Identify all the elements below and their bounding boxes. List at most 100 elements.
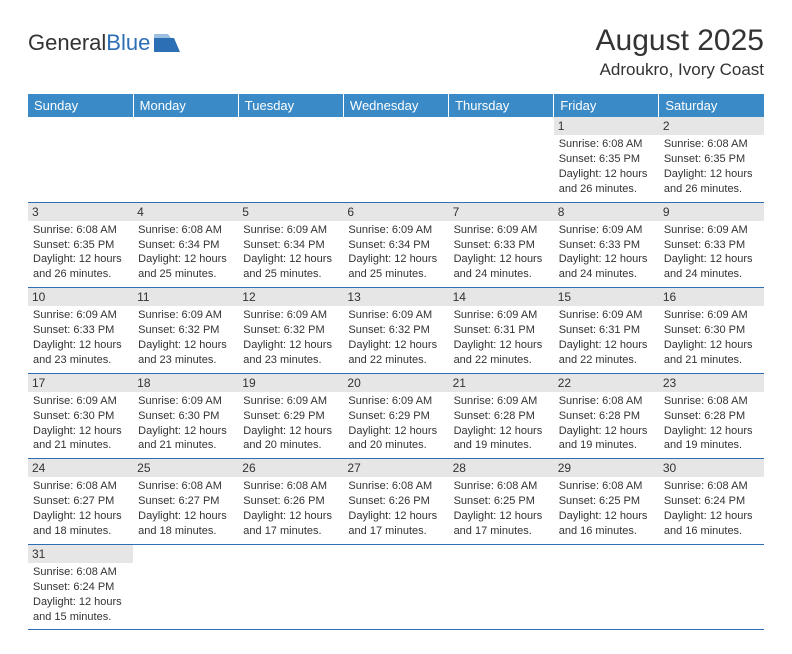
day-number: 10	[28, 288, 133, 306]
sunrise-text: Sunrise: 6:09 AM	[243, 223, 338, 238]
calendar-week-row: 31Sunrise: 6:08 AMSunset: 6:24 PMDayligh…	[28, 544, 764, 630]
sunrise-text: Sunrise: 6:08 AM	[664, 394, 759, 409]
day-number: 9	[659, 203, 764, 221]
sunrise-text: Sunrise: 6:08 AM	[348, 479, 443, 494]
calendar-day-cell: 5 Sunrise: 6:09 AMSunset: 6:34 PMDaylight…	[238, 202, 343, 288]
day-number: 14	[449, 288, 554, 306]
sunset-text: Sunset: 6:31 PM	[559, 323, 654, 338]
daylight-text: Daylight: 12 hours and 18 minutes.	[33, 509, 128, 539]
day-number: 13	[343, 288, 448, 306]
sunset-text: Sunset: 6:28 PM	[559, 409, 654, 424]
calendar-day-cell: 13Sunrise: 6:09 AMSunset: 6:32 PMDayligh…	[343, 288, 448, 374]
calendar-empty-cell	[133, 544, 238, 630]
sunrise-text: Sunrise: 6:08 AM	[138, 479, 233, 494]
day-number: 11	[133, 288, 238, 306]
daylight-text: Daylight: 12 hours and 20 minutes.	[348, 424, 443, 454]
day-number: 30	[659, 459, 764, 477]
sunset-text: Sunset: 6:30 PM	[138, 409, 233, 424]
sunrise-text: Sunrise: 6:09 AM	[559, 308, 654, 323]
sunrise-text: Sunrise: 6:08 AM	[33, 479, 128, 494]
sunset-text: Sunset: 6:34 PM	[243, 238, 338, 253]
day-number: 22	[554, 374, 659, 392]
daylight-text: Daylight: 12 hours and 21 minutes.	[33, 424, 128, 454]
day-number: 1	[554, 117, 659, 135]
sunset-text: Sunset: 6:28 PM	[454, 409, 549, 424]
calendar-day-cell: 26Sunrise: 6:08 AMSunset: 6:26 PMDayligh…	[238, 459, 343, 545]
calendar-day-cell: 7Sunrise: 6:09 AMSunset: 6:33 PMDaylight…	[449, 202, 554, 288]
calendar-week-row: 1Sunrise: 6:08 AMSunset: 6:35 PMDaylight…	[28, 117, 764, 202]
daylight-text: Daylight: 12 hours and 20 minutes.	[243, 424, 338, 454]
calendar-empty-cell	[554, 544, 659, 630]
calendar-empty-cell	[238, 117, 343, 202]
calendar-empty-cell	[238, 544, 343, 630]
daylight-text: Daylight: 12 hours and 22 minutes.	[454, 338, 549, 368]
calendar-day-cell: 9Sunrise: 6:09 AMSunset: 6:33 PMDaylight…	[659, 202, 764, 288]
calendar-day-cell: 25Sunrise: 6:08 AMSunset: 6:27 PMDayligh…	[133, 459, 238, 545]
daylight-text: Daylight: 12 hours and 24 minutes.	[559, 252, 654, 282]
daylight-text: Daylight: 12 hours and 25 minutes.	[138, 252, 233, 282]
sunset-text: Sunset: 6:32 PM	[138, 323, 233, 338]
daylight-text: Daylight: 12 hours and 17 minutes.	[454, 509, 549, 539]
daylight-text: Daylight: 12 hours and 25 minutes.	[348, 252, 443, 282]
sunset-text: Sunset: 6:33 PM	[664, 238, 759, 253]
sunrise-text: Sunrise: 6:08 AM	[33, 565, 128, 580]
calendar-day-cell: 28Sunrise: 6:08 AMSunset: 6:25 PMDayligh…	[449, 459, 554, 545]
daylight-text: Daylight: 12 hours and 26 minutes.	[559, 167, 654, 197]
calendar-week-row: 10Sunrise: 6:09 AMSunset: 6:33 PMDayligh…	[28, 288, 764, 374]
calendar-day-cell: 3Sunrise: 6:08 AMSunset: 6:35 PMDaylight…	[28, 202, 133, 288]
sunset-text: Sunset: 6:32 PM	[348, 323, 443, 338]
calendar-table: Sunday Monday Tuesday Wednesday Thursday…	[28, 94, 764, 630]
logo: GeneralBlue	[28, 30, 180, 56]
calendar-day-cell: 12Sunrise: 6:09 AMSunset: 6:32 PMDayligh…	[238, 288, 343, 374]
sunrise-text: Sunrise: 6:08 AM	[33, 223, 128, 238]
sunrise-text: Sunrise: 6:08 AM	[138, 223, 233, 238]
day-number: 27	[343, 459, 448, 477]
daylight-text: Daylight: 12 hours and 23 minutes.	[138, 338, 233, 368]
daylight-text: Daylight: 12 hours and 25 minutes.	[243, 252, 338, 282]
calendar-day-cell: 14Sunrise: 6:09 AMSunset: 6:31 PMDayligh…	[449, 288, 554, 374]
day-number: 5	[238, 203, 343, 221]
sunset-text: Sunset: 6:29 PM	[243, 409, 338, 424]
day-header: Thursday	[449, 94, 554, 117]
sunrise-text: Sunrise: 6:09 AM	[138, 394, 233, 409]
sunset-text: Sunset: 6:28 PM	[664, 409, 759, 424]
calendar-day-cell: 24Sunrise: 6:08 AMSunset: 6:27 PMDayligh…	[28, 459, 133, 545]
calendar-day-cell: 21Sunrise: 6:09 AMSunset: 6:28 PMDayligh…	[449, 373, 554, 459]
day-header: Wednesday	[343, 94, 448, 117]
sunrise-text: Sunrise: 6:09 AM	[454, 308, 549, 323]
daylight-text: Daylight: 12 hours and 22 minutes.	[348, 338, 443, 368]
daylight-text: Daylight: 12 hours and 26 minutes.	[664, 167, 759, 197]
day-number: 16	[659, 288, 764, 306]
page-header: GeneralBlue August 2025 Adroukro, Ivory …	[28, 24, 764, 80]
sunset-text: Sunset: 6:30 PM	[664, 323, 759, 338]
daylight-text: Daylight: 12 hours and 19 minutes.	[664, 424, 759, 454]
daylight-text: Daylight: 12 hours and 21 minutes.	[138, 424, 233, 454]
title-block: August 2025 Adroukro, Ivory Coast	[596, 24, 764, 80]
calendar-empty-cell	[28, 117, 133, 202]
sunset-text: Sunset: 6:24 PM	[33, 580, 128, 595]
sunset-text: Sunset: 6:25 PM	[559, 494, 654, 509]
daylight-text: Daylight: 12 hours and 23 minutes.	[33, 338, 128, 368]
calendar-empty-cell	[343, 117, 448, 202]
calendar-day-cell: 10Sunrise: 6:09 AMSunset: 6:33 PMDayligh…	[28, 288, 133, 374]
day-number: 12	[238, 288, 343, 306]
calendar-empty-cell	[449, 544, 554, 630]
calendar-day-cell: 31Sunrise: 6:08 AMSunset: 6:24 PMDayligh…	[28, 544, 133, 630]
logo-text-general: General	[28, 30, 106, 56]
sunset-text: Sunset: 6:32 PM	[243, 323, 338, 338]
calendar-day-cell: 23Sunrise: 6:08 AMSunset: 6:28 PMDayligh…	[659, 373, 764, 459]
calendar-day-cell: 8Sunrise: 6:09 AMSunset: 6:33 PMDaylight…	[554, 202, 659, 288]
calendar-empty-cell	[343, 544, 448, 630]
sunrise-text: Sunrise: 6:09 AM	[454, 394, 549, 409]
calendar-day-cell: 1Sunrise: 6:08 AMSunset: 6:35 PMDaylight…	[554, 117, 659, 202]
sunrise-text: Sunrise: 6:09 AM	[33, 308, 128, 323]
sunset-text: Sunset: 6:24 PM	[664, 494, 759, 509]
day-number: 25	[133, 459, 238, 477]
sunset-text: Sunset: 6:26 PM	[243, 494, 338, 509]
sunrise-text: Sunrise: 6:09 AM	[348, 223, 443, 238]
sunset-text: Sunset: 6:27 PM	[138, 494, 233, 509]
daylight-text: Daylight: 12 hours and 21 minutes.	[664, 338, 759, 368]
sunset-text: Sunset: 6:25 PM	[454, 494, 549, 509]
day-number: 18	[133, 374, 238, 392]
calendar-empty-cell	[659, 544, 764, 630]
